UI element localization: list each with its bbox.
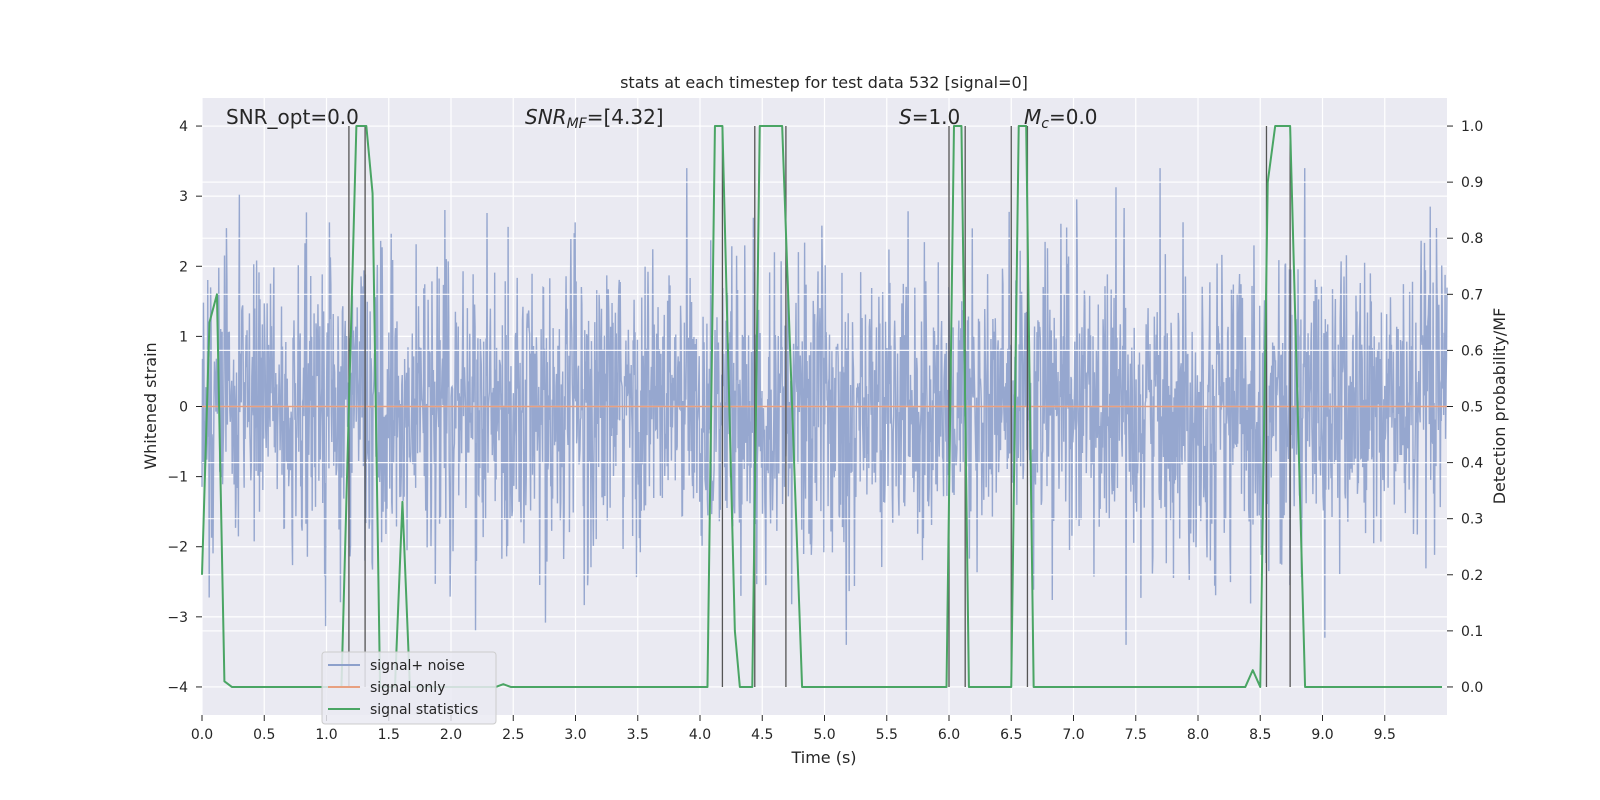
- annotation-mc: Mc=0.0: [1024, 105, 1098, 132]
- y2-tick-label: 0.9: [1461, 175, 1483, 191]
- x-tick-label: 9.0: [1311, 727, 1333, 743]
- x-tick-label: 5.0: [813, 727, 835, 743]
- legend-label-signal-only: signal only: [370, 680, 445, 696]
- signal-statistics-line: [201, 125, 1443, 688]
- y-tick-label: 0: [179, 400, 188, 416]
- x-tick-label: 8.0: [1187, 727, 1209, 743]
- y2-tick-label: 0.4: [1461, 456, 1483, 472]
- legend-label-signal-statistics: signal statistics: [370, 702, 478, 718]
- x-tick-label: 6.0: [938, 727, 960, 743]
- x-tick-label: 9.5: [1374, 727, 1396, 743]
- x-tick-label: 1.0: [315, 727, 337, 743]
- y-axis-label: Whitened strain: [141, 342, 160, 469]
- x-tick-label: 1.5: [378, 727, 400, 743]
- y-tick-label: 2: [179, 259, 188, 275]
- annotation-mc-main: M: [1024, 105, 1041, 129]
- x-tick-label: 0.5: [253, 727, 275, 743]
- x-tick-label: 3.5: [627, 727, 649, 743]
- x-tick-label: 7.5: [1125, 727, 1147, 743]
- annotation-snr-opt: SNR_opt=0.0: [226, 105, 359, 129]
- annotation-s: S=1.0: [899, 105, 960, 129]
- signal-noise-line: [201, 168, 1448, 645]
- x-tick-label: 4.5: [751, 727, 773, 743]
- y-tick-label: −1: [167, 470, 188, 486]
- y-tick-label: −2: [167, 540, 188, 556]
- x-tick-label: 6.5: [1000, 727, 1022, 743]
- y2-axis-label: Detection probability/MF: [1490, 308, 1509, 505]
- x-tick-label: 8.5: [1249, 727, 1271, 743]
- x-tick-label: 2.5: [502, 727, 524, 743]
- annotation-snr-mf-main: SNR: [525, 105, 567, 129]
- x-tick-label: 5.5: [876, 727, 898, 743]
- x-tick-label: 0.0: [191, 727, 213, 743]
- legend-box: [321, 651, 497, 725]
- y-tick-label: 3: [179, 189, 188, 205]
- y-tick-label: −4: [167, 680, 188, 696]
- chart-title: stats at each timestep for test data 532…: [620, 73, 1028, 92]
- y2-tick-label: 0.3: [1461, 512, 1483, 528]
- x-axis-label: Time (s): [790, 748, 856, 767]
- y-tick-label: −3: [167, 610, 188, 626]
- annotation-s-value: =1.0: [912, 105, 961, 129]
- y2-tick-label: 0.0: [1461, 680, 1483, 696]
- ticks: 0.0 0.5 1.0 1.5 2.0 2.5 3.0 3.5 4.0 4.5 5.0 5.5 6.0 6…: [167, 119, 1483, 743]
- x-tick-label: 7.0: [1062, 727, 1084, 743]
- y2-tick-label: 0.1: [1461, 624, 1483, 640]
- x-tick-label: 2.0: [440, 727, 462, 743]
- annotation-s-main: S: [899, 105, 912, 129]
- annotation-mc-sub: c: [1041, 116, 1049, 132]
- signal-statistics-series: [201, 125, 1443, 688]
- y2-tick-label: 0.8: [1461, 231, 1483, 247]
- y2-tick-label: 0.2: [1461, 568, 1483, 584]
- y2-tick-label: 0.6: [1461, 343, 1483, 359]
- y2-tick-label: 0.7: [1461, 287, 1483, 303]
- vertical-markers: [348, 126, 1291, 687]
- annotation-snr-mf: SNRMF=[4.32]: [525, 105, 664, 132]
- annotation-snr-mf-value: =[4.32]: [587, 105, 664, 129]
- y2-tick-label: 0.5: [1461, 400, 1483, 416]
- annotation-mc-value: =0.0: [1049, 105, 1098, 129]
- x-tick-label: 3.0: [564, 727, 586, 743]
- y2-tick-label: 1.0: [1461, 119, 1483, 135]
- x-tick-label: 4.0: [689, 727, 711, 743]
- y-tick-label: 4: [179, 119, 188, 135]
- annotation-snr-mf-sub: MF: [567, 116, 588, 132]
- legend: signal+ noise signal only signal statist…: [321, 651, 497, 725]
- y-tick-label: 1: [179, 329, 188, 345]
- legend-label-signal-noise: signal+ noise: [370, 658, 465, 674]
